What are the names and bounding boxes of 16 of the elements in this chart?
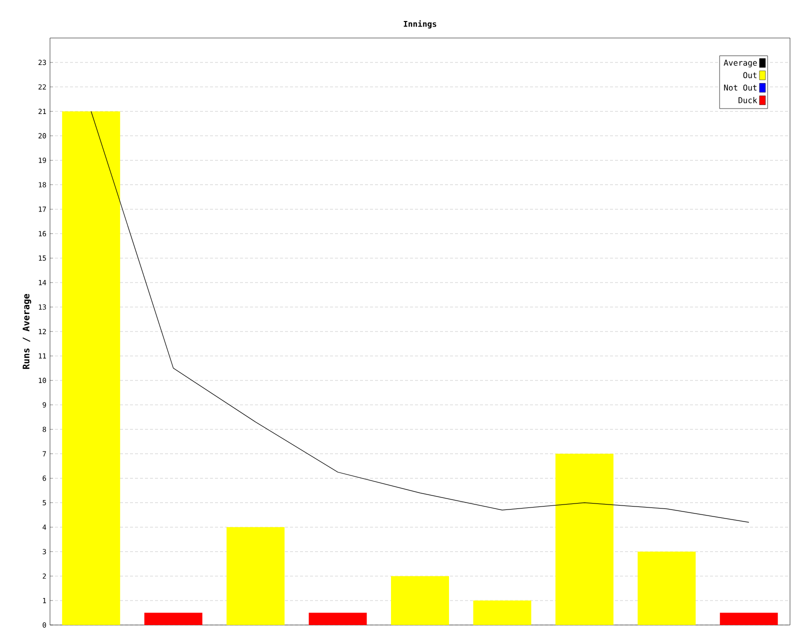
line-series: [90, 111, 750, 523]
chart-title: Innings: [404, 20, 436, 28]
bar: [144, 612, 202, 625]
bar: [226, 527, 285, 625]
bar: [720, 612, 778, 625]
legend-label: Not Out: [724, 84, 757, 91]
bar: [62, 111, 120, 625]
bar: [638, 552, 696, 625]
legend-label: Out: [743, 72, 757, 78]
legend-label: Average: [724, 60, 757, 68]
legend-label: Duck: [738, 97, 758, 104]
bar: [391, 576, 450, 625]
bar: [308, 612, 367, 625]
y-axis-title: Runs / Average: [22, 294, 32, 369]
bar: [555, 454, 614, 625]
bar: [473, 600, 532, 625]
